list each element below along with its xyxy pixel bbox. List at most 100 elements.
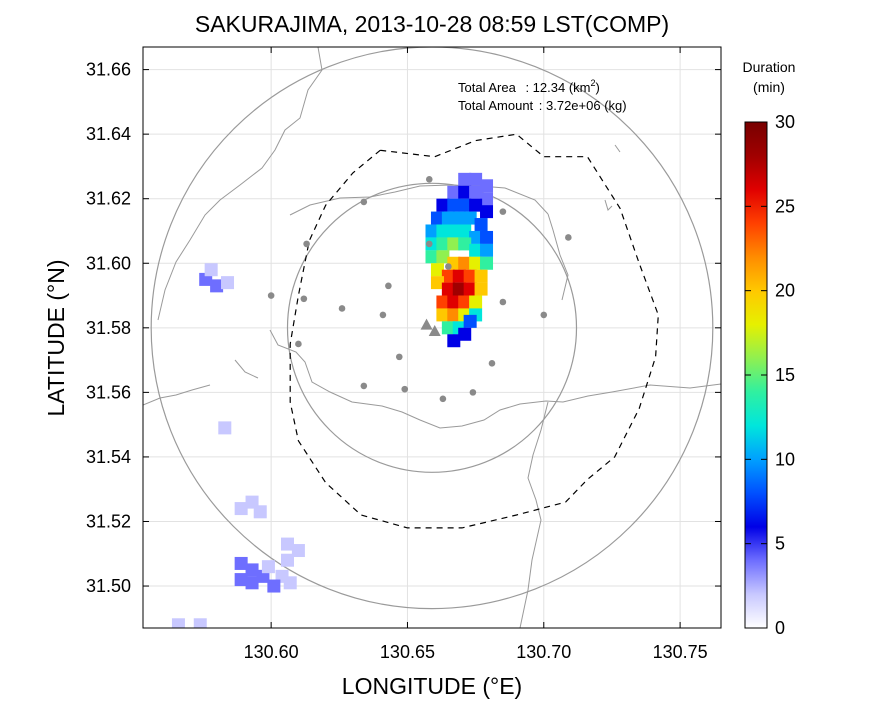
minor-ash-cell	[234, 556, 248, 570]
station-marker	[267, 292, 275, 299]
plume-cell	[480, 230, 494, 244]
total-amount-label: Total Amount	[458, 98, 534, 113]
colorbar-title-line2: (min)	[753, 79, 785, 95]
station-marker	[295, 340, 302, 348]
y-tick-label: 31.56	[86, 382, 131, 402]
station-marker	[439, 395, 447, 403]
plot-area	[143, 47, 721, 628]
station-marker	[488, 360, 496, 367]
vent-triangle-marker	[420, 318, 433, 330]
y-tick-label: 31.64	[86, 124, 131, 144]
minor-ash-cell	[281, 537, 294, 551]
plume-cell	[441, 269, 455, 283]
coastline-segment	[157, 47, 323, 321]
plume-cell	[447, 185, 461, 199]
plume-cell	[463, 314, 477, 328]
colorbar	[745, 122, 767, 628]
minor-ash-cell	[245, 563, 259, 577]
plume-cell	[447, 237, 461, 251]
total-amount-value: : 3.72e+06 (kg)	[539, 98, 627, 113]
plume-cell	[458, 198, 472, 212]
minor-ash-cell	[234, 502, 248, 516]
colorbar-tick-label: 15	[775, 365, 795, 385]
range-circle	[286, 182, 578, 473]
total-area-close: )	[596, 80, 600, 95]
y-tick-label: 31.58	[86, 318, 131, 338]
station-marker	[499, 208, 507, 215]
plume-cell	[430, 211, 444, 225]
plume-cell	[447, 295, 461, 309]
minor-ash-cell	[193, 618, 207, 628]
y-tick-label: 31.66	[86, 60, 131, 80]
station-marker	[379, 311, 387, 319]
minor-ash-cell	[245, 576, 259, 590]
vent-triangle-marker	[428, 325, 441, 337]
y-axis-label: LATITUDE (°N)	[43, 260, 69, 417]
coastline-segment	[269, 329, 721, 429]
plume-cell	[436, 224, 450, 238]
plume-cell	[452, 211, 466, 225]
plume-cell	[480, 192, 494, 206]
plume-cell	[447, 308, 461, 322]
minor-ash-cell	[171, 618, 185, 628]
plot-frame	[142, 46, 722, 629]
ash-duration-cells	[171, 172, 494, 628]
plume-cell	[480, 243, 494, 257]
minor-ash-cell	[234, 573, 248, 587]
coastline-segment	[143, 384, 211, 406]
station-marker	[385, 282, 392, 290]
minor-ash-cell	[204, 263, 218, 277]
range-circle	[150, 47, 714, 610]
station-marker	[565, 234, 572, 241]
station-marker	[338, 305, 346, 312]
colorbar-title-line1: Duration	[743, 59, 796, 75]
plume-cell	[463, 269, 477, 283]
plume-cell	[430, 263, 444, 277]
island-outline-dashed	[289, 133, 659, 529]
y-tick-label: 31.60	[86, 253, 131, 273]
plume-cell	[469, 172, 483, 186]
plume-cell	[441, 282, 455, 296]
station-marker	[425, 176, 433, 183]
station-marker	[360, 198, 368, 206]
x-tick-label: 130.60	[244, 642, 299, 662]
y-tick-label: 31.54	[86, 447, 131, 467]
plume-cell	[447, 334, 461, 348]
plume-cell	[480, 256, 494, 270]
plume-cell	[474, 269, 488, 283]
station-marker	[445, 263, 452, 270]
plume-cell	[436, 295, 450, 309]
station-marker	[395, 353, 403, 361]
colorbar-ticks: 0 5 10 15 20 25 30	[745, 112, 795, 638]
plume-cell	[436, 237, 450, 251]
plume-cell	[463, 282, 477, 296]
coastline-segment	[614, 144, 621, 153]
station-marker	[425, 240, 433, 248]
plume-cell	[458, 327, 472, 341]
y-axis-ticks: 31.50 31.52 31.54 31.56 31.58 31.60 31.62 31.64…	[86, 60, 721, 596]
minor-ash-cell	[210, 279, 224, 293]
colorbar-tick-label: 20	[775, 281, 795, 301]
plume-cell	[452, 282, 466, 296]
dashed-outline-path	[289, 133, 659, 529]
y-tick-label: 31.50	[86, 576, 131, 596]
x-axis-ticks: 130.60 130.65 130.70 130.75	[244, 47, 708, 662]
plume-cell	[474, 282, 488, 296]
x-tick-label: 130.75	[653, 642, 708, 662]
minor-ash-cell	[221, 276, 235, 290]
coastline-segment	[547, 213, 569, 301]
minor-ash-cell	[267, 579, 281, 593]
station-marker	[540, 311, 548, 319]
plume-cell	[469, 243, 483, 257]
plume-cell	[463, 211, 477, 225]
plume-cell	[480, 179, 494, 193]
minor-ash-cell	[281, 553, 294, 567]
station-marker	[469, 389, 477, 396]
plume-cell	[474, 218, 488, 232]
colorbar-tick-label: 25	[775, 196, 795, 216]
minor-ash-cell	[261, 560, 275, 574]
plume-cell	[447, 224, 461, 238]
y-tick-label: 31.62	[86, 189, 131, 209]
x-tick-label: 130.65	[380, 642, 435, 662]
